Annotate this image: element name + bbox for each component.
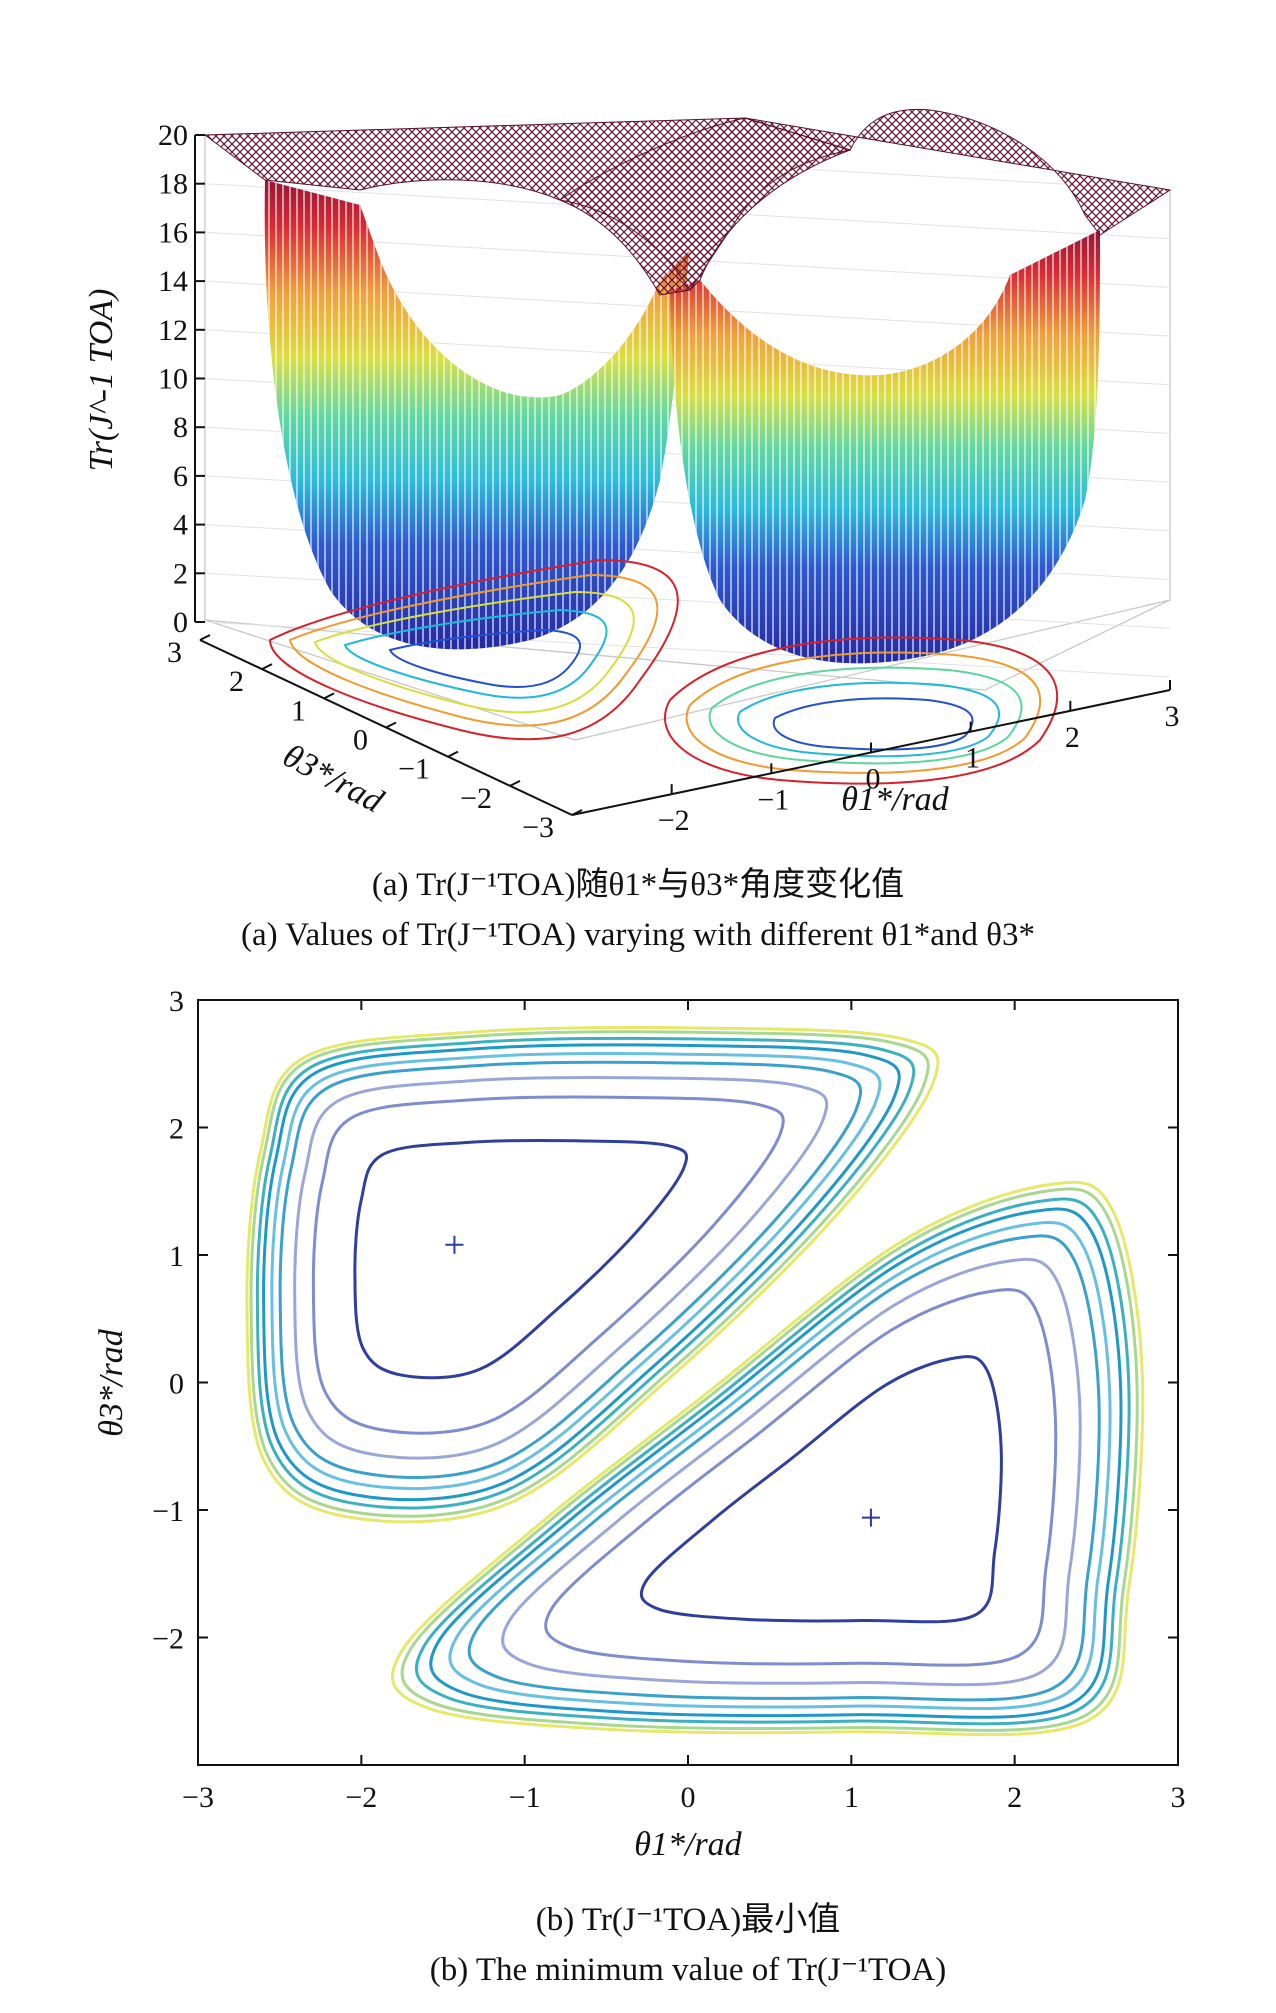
panel-a-y-tick-label: 0 <box>353 724 368 757</box>
panel-b-x-tick-label: 3 <box>1171 1781 1186 1814</box>
panel-b-y-tick-label: 2 <box>169 1113 184 1146</box>
panel-a-y-axis-label: θ3*/rad <box>277 737 390 821</box>
panel-a-z-ticks: 0 2 4 6 8 10 12 14 16 18 20 <box>158 119 205 639</box>
panel-b-y-tick-label: 1 <box>169 1240 184 1273</box>
lower-contour-line <box>391 1180 1145 1737</box>
panel-a-x-tick-label: 1 <box>965 742 980 775</box>
panel-a-z-tick-label: 6 <box>173 460 188 493</box>
upper-contour-line <box>255 1036 916 1510</box>
lower-contour-line <box>400 1187 1139 1732</box>
panel-a-y-tick-mark <box>509 779 521 787</box>
panel-b-y-axis-label: θ3*/rad <box>93 1328 130 1436</box>
upper-contour-line <box>278 1060 862 1480</box>
panel-a-caption-cn: (a) Tr(J⁻¹TOA)随θ1*与θ3*角度变化值 <box>372 866 904 903</box>
panel-a-y-tick-mark <box>385 721 397 729</box>
lower-contour-line <box>544 1288 1058 1667</box>
panel-a-y-tick-mark <box>447 750 459 758</box>
panel-a-x-tick-label: 2 <box>1065 721 1080 754</box>
panel-a-x-tick-label: 3 <box>1165 700 1180 733</box>
panel-a-z-tick-label: 12 <box>158 314 188 347</box>
panel-a-x-tick-label: 0 <box>866 763 881 796</box>
panel-a-z-tick-label: 10 <box>158 363 188 396</box>
panel-b-x-tick-label: 1 <box>844 1781 859 1814</box>
panel-a-x-tick-label: −1 <box>757 783 789 816</box>
panel-a-z-tick-label: 14 <box>158 265 188 298</box>
panel-a-x-axis-label: θ1*/rad <box>841 781 949 818</box>
panel-b-caption-cn: (b) Tr(J⁻¹TOA)最小值 <box>536 1901 840 1938</box>
panel-a-surface <box>203 108 1172 664</box>
panel-b-contours <box>245 1026 1145 1737</box>
panel-a-box <box>204 135 1171 741</box>
panel-b-x-tick-label: −2 <box>345 1781 377 1814</box>
upper-contour-line <box>270 1052 882 1491</box>
lower-contour-line <box>415 1197 1131 1726</box>
upper-contour-line <box>353 1139 688 1380</box>
panel-a-y-tick-mark <box>571 809 583 816</box>
panel-b-y-tick-label: 0 <box>169 1368 184 1401</box>
panel-a-z-tick-label: 4 <box>173 509 188 542</box>
panel-a-z-tick-label: 20 <box>158 119 188 152</box>
lower-contour-line <box>448 1220 1112 1711</box>
panel-b-x-axis-label: θ1*/rad <box>634 1826 742 1863</box>
panel-a-z-tick-label: 2 <box>173 557 188 590</box>
surface-top-plateau-right <box>744 108 1172 236</box>
lower-contour-line <box>429 1207 1123 1719</box>
panel-a-y-tick-label: −2 <box>460 782 492 815</box>
panel-a-z-axis-label: Tr(J^-1 TOA) <box>83 289 120 472</box>
panel-b-x-tick-label: 0 <box>681 1781 696 1814</box>
panel-a-y-tick-label: −3 <box>522 811 554 844</box>
panel-b-y-tick-label: 3 <box>169 985 184 1018</box>
panel-a-y-tick-label: −1 <box>398 753 430 786</box>
panel-a-y-tick-mark <box>199 634 211 641</box>
panel-b-y-tick-label: −1 <box>152 1495 184 1528</box>
minimum-marker <box>861 1508 880 1527</box>
upper-contour-line <box>311 1095 785 1435</box>
panel-a-y-tick-label: 3 <box>167 636 182 669</box>
upper-contour-line <box>245 1026 940 1524</box>
panel-a-z-tick-label: 16 <box>158 216 188 249</box>
panel-b-x-tick-label: 2 <box>1007 1781 1022 1814</box>
panel-a-x-ticks: −2 −1 0 1 2 3 <box>658 680 1180 837</box>
minimum-marker <box>445 1235 464 1254</box>
panel-a-base-contours <box>268 558 1059 785</box>
surface-center-ridge <box>558 117 852 291</box>
panel-a-x-tick-label: −2 <box>658 804 690 837</box>
panel-b-y-ticks: 3 2 1 0 −1 −2 <box>152 985 1178 1656</box>
panel-b-x-ticks: −3 −2 −1 0 1 2 3 <box>182 1000 1186 1814</box>
panel-b-contour-chart: −3 −2 −1 0 1 2 3 3 2 1 0 −1 −2 θ1*/rad θ3*/rad (b) … <box>93 985 1186 1988</box>
panel-a-y-tick-mark <box>261 663 273 671</box>
surface-right-bowl-mesh <box>670 230 1100 664</box>
panel-b-y-tick-label: −2 <box>152 1623 184 1656</box>
panel-a-z-gridline <box>204 621 1171 678</box>
upper-contour-line <box>249 1030 930 1518</box>
panel-a-y-ticks: 3 2 1 0 −1 −2 −3 <box>167 634 583 844</box>
panel-a-y-tick-mark <box>323 692 335 700</box>
upper-contour-line <box>293 1075 829 1460</box>
panel-a-y-tick-label: 2 <box>229 665 244 698</box>
lower-contour-line <box>467 1234 1101 1702</box>
panel-a-y-tick-label: 1 <box>291 694 306 727</box>
upper-contour-line <box>262 1043 901 1502</box>
surface-left-bowl-mesh <box>264 180 690 650</box>
panel-a-caption-en: (a) Values of Tr(J⁻¹TOA) varying with di… <box>241 917 1035 953</box>
panel-b-x-tick-label: −3 <box>182 1781 214 1814</box>
panel-b-x-tick-label: −1 <box>509 1781 541 1814</box>
panel-a-z-tick-label: 8 <box>173 411 188 444</box>
lower-contour-line <box>501 1257 1082 1687</box>
panel-b-plot-frame <box>197 999 1179 1766</box>
lower-contour-line <box>639 1355 1003 1624</box>
panel-a-z-tick-label: 18 <box>158 168 188 201</box>
panel-b-caption-en: (b) The minimum value of Tr(J⁻¹TOA) <box>430 1952 946 1988</box>
panel-b-minima <box>445 1235 880 1527</box>
panel-a-z-tick-label: 0 <box>173 606 188 639</box>
